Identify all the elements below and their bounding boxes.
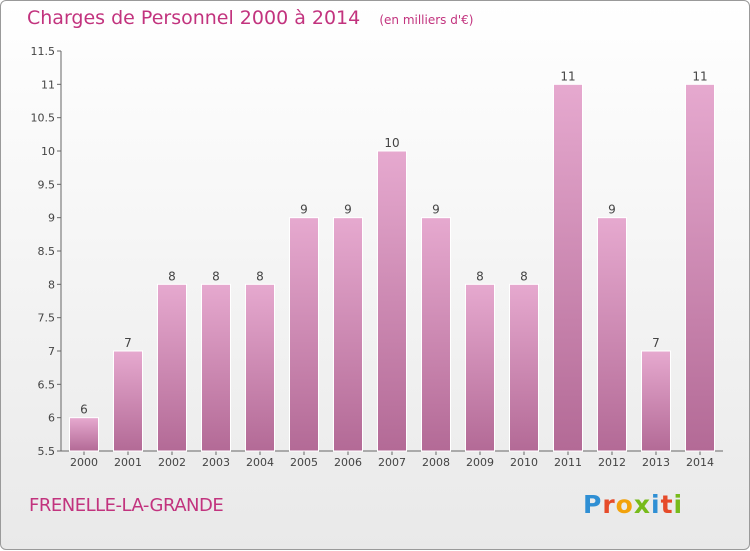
- data-label: 8: [168, 269, 176, 283]
- y-tick-label: 8: [48, 278, 55, 291]
- logo-letter: P: [583, 490, 603, 519]
- x-tick-label: 2001: [114, 456, 142, 469]
- y-tick-label: 9.5: [38, 178, 56, 191]
- y-tick-label: 6: [48, 412, 55, 425]
- x-tick-label: 2003: [202, 456, 230, 469]
- y-tick-label: 7: [48, 345, 55, 358]
- y-tick-label: 10: [41, 145, 55, 158]
- bar-2005: [289, 217, 319, 452]
- bar-2004: [245, 283, 275, 452]
- data-label: 7: [652, 336, 660, 350]
- chart-title: Charges de Personnel 2000 à 2014 (en mil…: [27, 7, 473, 29]
- x-tick-label: 2007: [378, 456, 406, 469]
- bar-2012: [597, 217, 627, 452]
- bar-2003: [201, 283, 231, 452]
- data-label: 11: [692, 69, 707, 83]
- logo-letter: r: [602, 490, 616, 519]
- data-label: 8: [256, 269, 264, 283]
- x-tick-label: 2009: [466, 456, 494, 469]
- x-tick-label: 2012: [598, 456, 626, 469]
- logo-letter: i: [651, 490, 661, 519]
- x-tick-label: 2011: [554, 456, 582, 469]
- data-label: 9: [608, 203, 616, 217]
- x-tick-label: 2004: [246, 456, 274, 469]
- y-tick-label: 11.5: [31, 45, 56, 58]
- bar-2002: [157, 283, 187, 452]
- data-label: 9: [300, 203, 308, 217]
- bar-2014: [685, 83, 715, 452]
- data-label: 8: [212, 269, 220, 283]
- logo-letter: x: [633, 490, 651, 519]
- logo-letter: i: [673, 490, 684, 519]
- data-label: 10: [384, 136, 399, 150]
- data-label: 11: [560, 69, 575, 83]
- x-tick-label: 2014: [686, 456, 714, 469]
- bar-2006: [333, 217, 363, 452]
- bar-2008: [421, 217, 451, 452]
- data-label: 8: [520, 269, 528, 283]
- logo-letter: t: [660, 490, 674, 519]
- data-label: 8: [476, 269, 484, 283]
- data-label: 6: [80, 403, 88, 417]
- logo-letter: o: [615, 490, 634, 519]
- data-label: 9: [344, 203, 352, 217]
- bar-2001: [113, 350, 143, 452]
- y-tick-label: 5.5: [38, 445, 56, 458]
- y-tick-label: 10.5: [31, 112, 56, 125]
- bar-2010: [509, 283, 539, 452]
- bar-2011: [553, 83, 583, 452]
- commune-name: FRENELLE-LA-GRANDE: [29, 495, 224, 516]
- x-tick-label: 2006: [334, 456, 362, 469]
- x-tick-label: 2005: [290, 456, 318, 469]
- x-tick-label: 2010: [510, 456, 538, 469]
- title-text: Charges de Personnel 2000 à 2014: [27, 7, 361, 29]
- proxiti-logo[interactable]: Proxiti: [583, 490, 683, 519]
- y-tick-label: 6.5: [38, 378, 56, 391]
- y-tick-label: 7.5: [38, 312, 56, 325]
- bar-2013: [641, 350, 671, 452]
- x-tick-label: 2013: [642, 456, 670, 469]
- data-label: 9: [432, 203, 440, 217]
- x-tick-label: 2000: [70, 456, 98, 469]
- data-labels: 6 7 8 8 8 9 9 10 9 8 8 11 9 7 11: [80, 69, 707, 416]
- y-tick-label: 9: [48, 212, 55, 225]
- bar-2007: [377, 150, 407, 452]
- bar-2009: [465, 283, 495, 452]
- y-tick-label: 8.5: [38, 245, 56, 258]
- bar-series: [69, 83, 715, 452]
- unit-label: (en milliers d'€): [379, 13, 474, 27]
- data-label: 7: [124, 336, 132, 350]
- x-tick-label: 2002: [158, 456, 186, 469]
- x-tick-label: 2008: [422, 456, 450, 469]
- y-tick-label: 11: [41, 78, 55, 91]
- bar-2000: [69, 417, 99, 452]
